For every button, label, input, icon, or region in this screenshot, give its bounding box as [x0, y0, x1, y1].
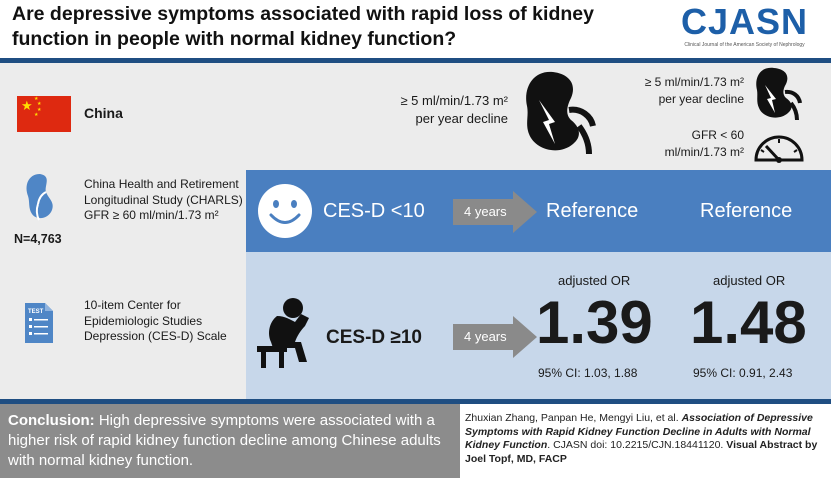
citation-doi: . CJASN doi: 10.2215/CJN.18441120.	[547, 439, 727, 451]
svg-text:TEST: TEST	[28, 309, 44, 315]
bottom-divider	[0, 399, 831, 404]
outcome1-definition: ≥ 5 ml/min/1.73 m² per year decline	[360, 92, 508, 128]
page-title: Are depressive symptoms associated with …	[12, 3, 594, 50]
scale-description: 10-item Center for Epidemiologic Studies…	[84, 298, 227, 343]
outcome2-gfr-definition: GFR < 60 ml/min/1.73 m²	[620, 127, 744, 161]
or2-heading: adjusted OR	[713, 273, 786, 288]
citation-title: Association of Depressive Symptoms with …	[465, 412, 813, 451]
depressed-person-icon	[257, 298, 309, 368]
header: Are depressive symptoms associated with …	[0, 0, 831, 58]
country-label: China	[84, 105, 123, 121]
conclusion-label: Conclusion:	[8, 412, 95, 429]
conclusion-text: High depressive symptoms were associated…	[8, 412, 441, 469]
journal-logo: CJASN Clinical Journal of the American S…	[672, 1, 817, 49]
logo-text: CJASN	[680, 1, 809, 42]
or1-heading: adjusted OR	[558, 273, 631, 288]
citation-authors: Zhuxian Zhang, Panpan He, Mengyi Liu, et…	[465, 412, 682, 424]
top-divider	[0, 58, 831, 63]
logo-subtitle: Clinical Journal of the American Society…	[684, 42, 805, 48]
china-flag-icon: ★ ★ ★ ★ ★	[17, 96, 71, 132]
gauge-icon	[754, 135, 804, 163]
followup-label-reference: 4 years	[464, 204, 507, 219]
outcome1-threshold: ≥ 5 ml/min/1.73 m²	[400, 93, 508, 108]
outcome2-gfr-line2: ml/min/1.73 m²	[664, 145, 744, 159]
reference-outcome1: Reference	[546, 200, 639, 222]
arrow-right-icon	[453, 191, 537, 233]
citation-credit: Visual Abstract by Joel Topf, MD, FACP	[465, 439, 818, 465]
reference-group-row	[246, 170, 831, 252]
kidney-icon	[26, 174, 53, 221]
or1-value: 1.39	[536, 289, 653, 356]
or2-value: 1.48	[690, 289, 807, 356]
kidney-decline-icon	[756, 67, 802, 121]
or1-ci: 95% CI: 1.03, 1.88	[538, 366, 638, 380]
reference-outcome2: Reference	[700, 200, 793, 222]
sample-size: N=4,763	[14, 232, 62, 246]
conclusion-box: Conclusion: High depressive symptoms wer…	[0, 404, 460, 478]
outcome2-gfr-line1: GFR < 60	[691, 128, 744, 142]
document-test-icon: TEST	[25, 303, 53, 343]
low-cesd-label: CES-D <10	[323, 200, 425, 222]
outcome1-rate: per year decline	[415, 111, 509, 126]
citation: Zhuxian Zhang, Panpan He, Mengyi Liu, et…	[465, 412, 827, 466]
arrow-right-icon	[453, 316, 537, 358]
followup-label-exposure: 4 years	[464, 329, 507, 344]
smiley-face-icon	[258, 184, 312, 238]
outcome2-threshold: ≥ 5 ml/min/1.73 m²	[644, 75, 744, 89]
study-description: China Health and Retirement Longitudinal…	[84, 177, 244, 224]
study-name: China Health and Retirement Longitudinal…	[84, 177, 243, 207]
exposure-group-row	[246, 252, 831, 399]
outcome2-definition: ≥ 5 ml/min/1.73 m² per year decline	[594, 74, 744, 108]
high-cesd-label: CES-D ≥10	[326, 327, 422, 348]
or2-ci: 95% CI: 0.91, 2.43	[693, 366, 793, 380]
kidney-decline-icon	[526, 71, 596, 155]
gfr-criteria: GFR ≥ 60 ml/min/1.73 m²	[84, 208, 219, 222]
outcome2-rate: per year decline	[658, 92, 744, 106]
